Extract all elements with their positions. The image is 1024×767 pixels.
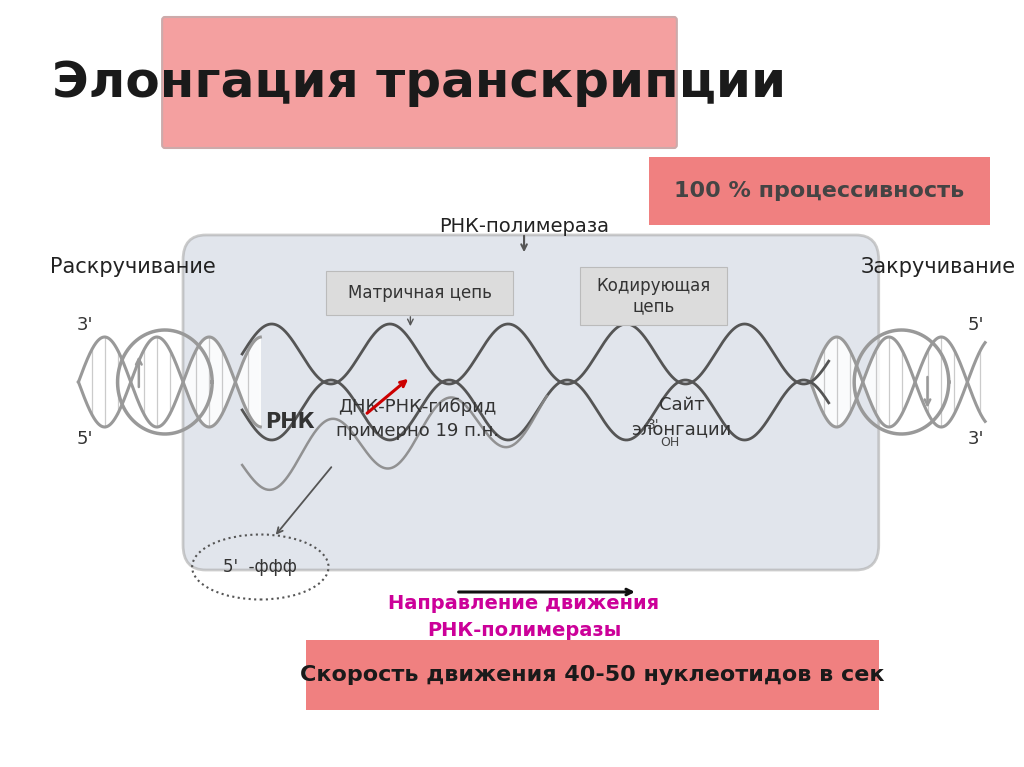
Text: Сайт
элонгации: Сайт элонгации [631,397,731,438]
FancyBboxPatch shape [648,157,989,225]
Text: 3': 3' [968,430,984,448]
Text: 5': 5' [77,430,93,448]
Text: OH: OH [659,436,679,449]
Text: РНК: РНК [265,412,315,432]
Text: Направление движения
РНК-полимеразы: Направление движения РНК-полимеразы [388,594,659,640]
Text: Элонгация транскрипции: Элонгация транскрипции [52,59,786,107]
FancyBboxPatch shape [306,640,879,710]
Text: РНК-полимераза: РНК-полимераза [439,218,609,236]
Text: Кодирующая
цепь: Кодирующая цепь [596,277,711,315]
Text: 5'  -ффф: 5' -ффф [223,558,297,576]
Text: 3': 3' [77,316,93,334]
Text: Скорость движения 40-50 нуклеотидов в сек: Скорость движения 40-50 нуклеотидов в се… [300,665,885,685]
Text: Раскручивание: Раскручивание [50,257,216,277]
Text: ДНК-РНК-гибрид
примерно 19 п.н.: ДНК-РНК-гибрид примерно 19 п.н. [336,398,500,440]
Text: 5': 5' [968,316,984,334]
FancyBboxPatch shape [326,271,513,315]
FancyBboxPatch shape [581,267,727,325]
Text: Матричная цепь: Матричная цепь [347,284,492,302]
FancyBboxPatch shape [162,17,677,148]
Text: Закручивание: Закручивание [860,257,1016,277]
FancyBboxPatch shape [183,235,879,570]
Text: 100 % процессивность: 100 % процессивность [674,181,964,201]
Text: 3': 3' [647,418,659,432]
